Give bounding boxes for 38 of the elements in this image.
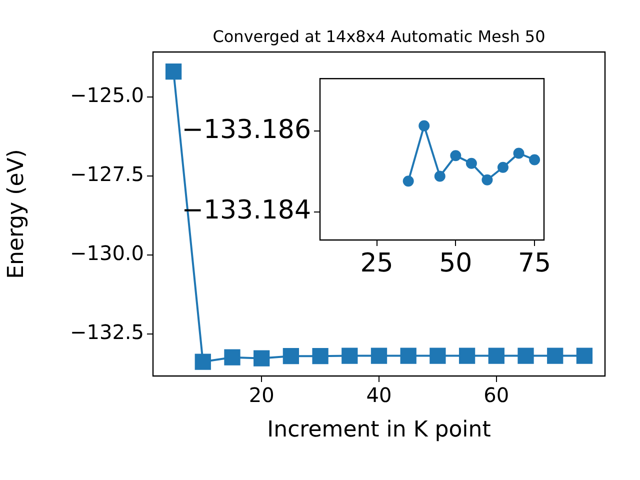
point xyxy=(576,348,593,364)
x-tick-label: 60 xyxy=(484,383,510,408)
point xyxy=(418,120,430,132)
point xyxy=(458,348,476,364)
x-tick-label: 20 xyxy=(248,383,274,408)
chart-title: Converged at 14x8x4 Automatic Mesh 50 xyxy=(212,27,546,46)
point xyxy=(529,154,540,166)
point xyxy=(513,148,524,159)
point xyxy=(312,348,328,364)
point xyxy=(488,348,504,364)
point xyxy=(450,150,462,162)
point xyxy=(282,348,300,364)
point xyxy=(430,348,446,364)
y-tick-label: −125.0 xyxy=(70,83,144,108)
y-tick-label: −133.186 xyxy=(182,114,311,145)
x-tick-label: 75 xyxy=(518,248,552,278)
point xyxy=(402,176,414,187)
x-tick-label: 40 xyxy=(366,383,392,408)
point xyxy=(194,354,211,370)
y-tick-label: −130.0 xyxy=(70,241,144,266)
x-tick-label: 50 xyxy=(439,248,472,278)
point xyxy=(547,348,564,364)
point xyxy=(165,64,182,80)
point xyxy=(466,158,477,169)
point xyxy=(497,162,508,173)
x-tick-label: 25 xyxy=(360,248,394,278)
y-tick-label: −127.5 xyxy=(70,162,144,186)
y-axis-title: Energy (eV) xyxy=(4,149,29,279)
point xyxy=(370,348,388,364)
point xyxy=(224,349,240,366)
point xyxy=(434,170,446,182)
x-axis-title: Increment in K point xyxy=(267,418,492,443)
point xyxy=(482,174,493,186)
point xyxy=(342,348,358,364)
point xyxy=(254,350,270,366)
y-tick-label: −132.5 xyxy=(70,320,144,344)
point xyxy=(518,348,534,364)
point xyxy=(400,348,416,364)
